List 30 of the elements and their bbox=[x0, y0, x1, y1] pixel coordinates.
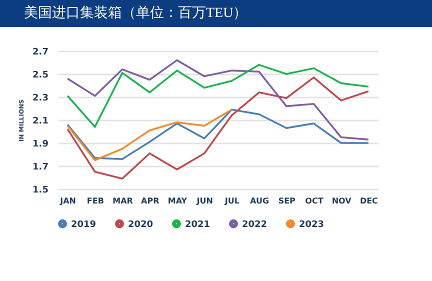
line-series bbox=[66, 108, 233, 162]
x-tick-label: AUG bbox=[250, 196, 270, 206]
x-tick-label: JUN bbox=[196, 196, 213, 206]
y-tick-label: 2.7 bbox=[32, 48, 48, 58]
x-tick-label: FEB bbox=[86, 196, 104, 206]
x-tick-label: DEC bbox=[360, 196, 378, 206]
legend-label: 2019 bbox=[71, 220, 96, 230]
y-tick-label: 1.7 bbox=[32, 162, 48, 172]
chart-title: 美国进口集装箱（单位：百万TEU） bbox=[0, 0, 432, 27]
y-tick-label: 1.5 bbox=[32, 186, 48, 196]
line-series bbox=[66, 64, 370, 128]
y-tick-label: 2.1 bbox=[32, 116, 48, 126]
y-tick-label: 2.3 bbox=[32, 94, 48, 104]
x-tick-label: JAN bbox=[59, 196, 76, 206]
x-tick-label: MAY bbox=[168, 196, 188, 206]
y-tick-label: 2.5 bbox=[32, 70, 48, 80]
line-series bbox=[66, 108, 370, 160]
x-tick-label: SEP bbox=[278, 196, 296, 206]
x-tick-label: NOV bbox=[332, 196, 352, 206]
x-tick-label: OCT bbox=[305, 196, 324, 206]
x-tick-label: JUL bbox=[224, 196, 240, 206]
legend-label: 2020 bbox=[128, 220, 154, 230]
legend-label: 2022 bbox=[242, 220, 268, 230]
x-tick-label: MAR bbox=[112, 196, 133, 206]
x-tick-label: APR bbox=[141, 196, 160, 206]
legend-label: 2021 bbox=[185, 220, 210, 230]
line-series bbox=[66, 76, 370, 180]
y-tick-label: 1.9 bbox=[32, 140, 48, 150]
line-series bbox=[66, 59, 370, 140]
legend-label: 2023 bbox=[299, 220, 324, 230]
